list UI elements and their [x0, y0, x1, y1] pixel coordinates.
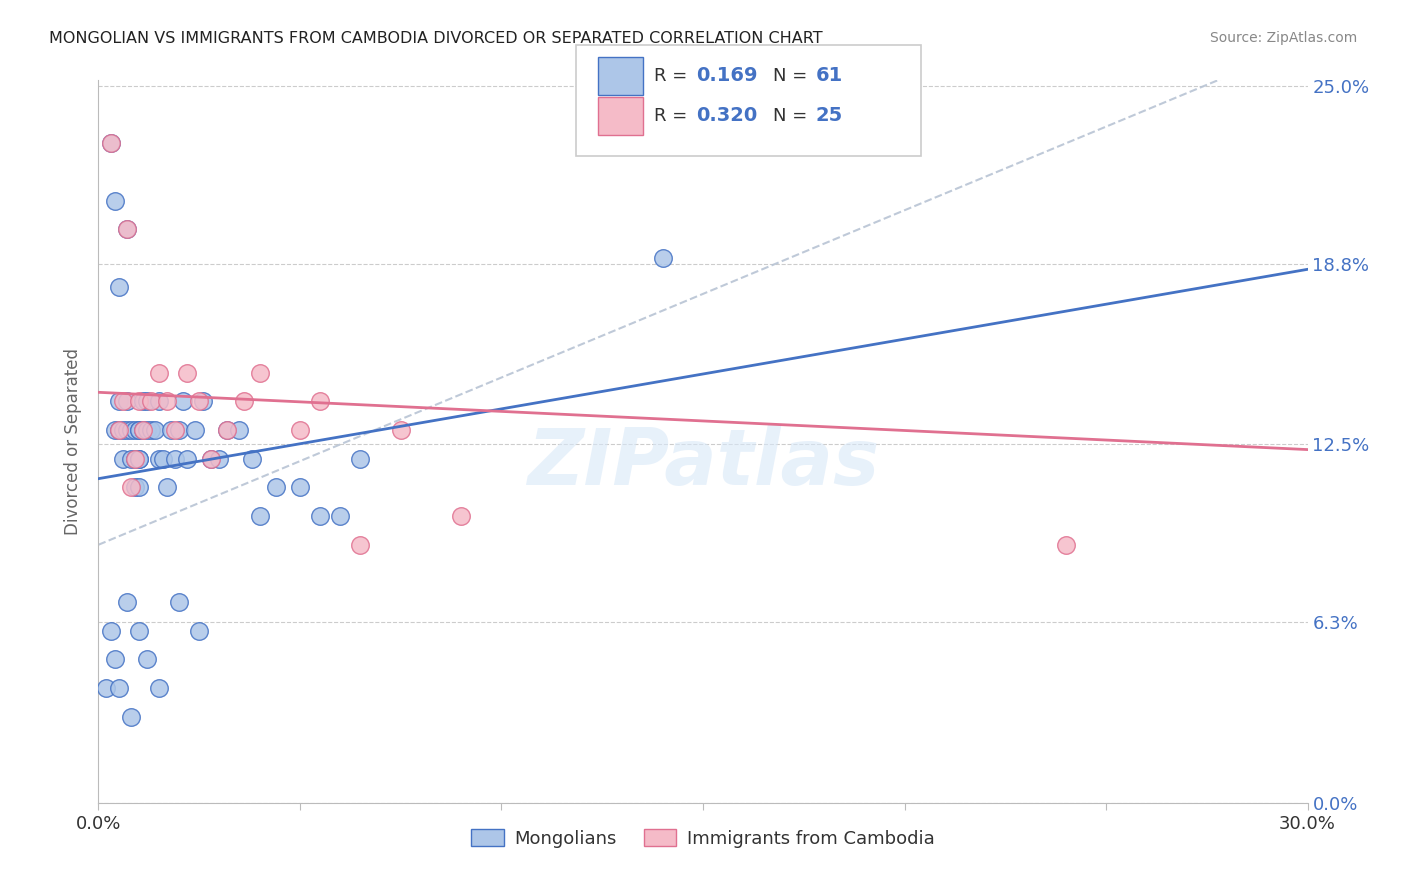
Text: 25: 25 — [815, 106, 842, 126]
Point — [208, 451, 231, 466]
Point — [217, 423, 239, 437]
Point — [128, 394, 150, 409]
Point — [107, 681, 129, 695]
Point — [103, 194, 125, 208]
Point — [176, 366, 198, 380]
Point — [651, 251, 673, 265]
Point — [120, 480, 142, 494]
Point — [132, 394, 155, 409]
Point — [143, 423, 166, 437]
Point — [329, 509, 352, 524]
Point — [128, 451, 150, 466]
Point — [450, 509, 472, 524]
Point — [217, 423, 239, 437]
Point — [148, 681, 170, 695]
Point — [188, 624, 211, 638]
Point — [115, 595, 138, 609]
Point — [120, 423, 142, 437]
Text: N =: N = — [773, 67, 813, 85]
Point — [132, 423, 155, 437]
Point — [139, 423, 162, 437]
Point — [172, 394, 194, 409]
Point — [733, 108, 755, 122]
Point — [128, 624, 150, 638]
Point — [188, 394, 211, 409]
Point — [193, 394, 215, 409]
Legend: Mongolians, Immigrants from Cambodia: Mongolians, Immigrants from Cambodia — [464, 822, 942, 855]
Point — [107, 423, 129, 437]
Point — [139, 394, 162, 409]
Point — [124, 480, 146, 494]
Point — [167, 595, 190, 609]
Point — [124, 451, 146, 466]
Point — [128, 480, 150, 494]
Point — [128, 423, 150, 437]
Point — [163, 451, 186, 466]
Point — [148, 451, 170, 466]
Point — [264, 480, 287, 494]
Point — [120, 710, 142, 724]
Point — [184, 423, 207, 437]
Point — [200, 451, 222, 466]
Text: R =: R = — [654, 107, 693, 125]
Text: 0.320: 0.320 — [696, 106, 758, 126]
Point — [111, 394, 134, 409]
Text: 0.169: 0.169 — [696, 66, 758, 86]
Point — [115, 394, 138, 409]
Point — [163, 423, 186, 437]
Point — [124, 451, 146, 466]
Point — [156, 394, 179, 409]
Point — [128, 423, 150, 437]
Point — [100, 136, 122, 151]
Point — [103, 652, 125, 666]
Point — [128, 451, 150, 466]
Y-axis label: Divorced or Separated: Divorced or Separated — [65, 348, 83, 535]
Point — [115, 222, 138, 236]
Point — [389, 423, 412, 437]
Point — [176, 451, 198, 466]
Point — [309, 394, 332, 409]
Point — [107, 423, 129, 437]
Point — [100, 136, 122, 151]
Point — [152, 451, 174, 466]
Point — [349, 451, 371, 466]
Text: R =: R = — [654, 67, 693, 85]
Point — [111, 423, 134, 437]
Point — [111, 451, 134, 466]
Point — [288, 480, 311, 494]
Point — [288, 423, 311, 437]
Text: ZIPatlas: ZIPatlas — [527, 425, 879, 501]
Point — [124, 423, 146, 437]
Point — [115, 222, 138, 236]
Point — [160, 423, 183, 437]
Point — [120, 451, 142, 466]
Point — [100, 624, 122, 638]
Text: N =: N = — [773, 107, 813, 125]
Point — [132, 423, 155, 437]
Point — [240, 451, 263, 466]
Text: 61: 61 — [815, 66, 842, 86]
Point — [156, 480, 179, 494]
Point — [96, 681, 118, 695]
Point — [148, 394, 170, 409]
Point — [232, 394, 254, 409]
Point — [135, 423, 157, 437]
Text: Source: ZipAtlas.com: Source: ZipAtlas.com — [1209, 31, 1357, 45]
Point — [309, 509, 332, 524]
Point — [349, 538, 371, 552]
Point — [115, 423, 138, 437]
Point — [167, 423, 190, 437]
Point — [107, 279, 129, 293]
Point — [249, 366, 271, 380]
Point — [1054, 538, 1077, 552]
Point — [200, 451, 222, 466]
Point — [148, 366, 170, 380]
Point — [103, 423, 125, 437]
Text: MONGOLIAN VS IMMIGRANTS FROM CAMBODIA DIVORCED OR SEPARATED CORRELATION CHART: MONGOLIAN VS IMMIGRANTS FROM CAMBODIA DI… — [49, 31, 823, 46]
Point — [107, 394, 129, 409]
Point — [135, 652, 157, 666]
Point — [228, 423, 250, 437]
Point — [135, 394, 157, 409]
Point — [249, 509, 271, 524]
